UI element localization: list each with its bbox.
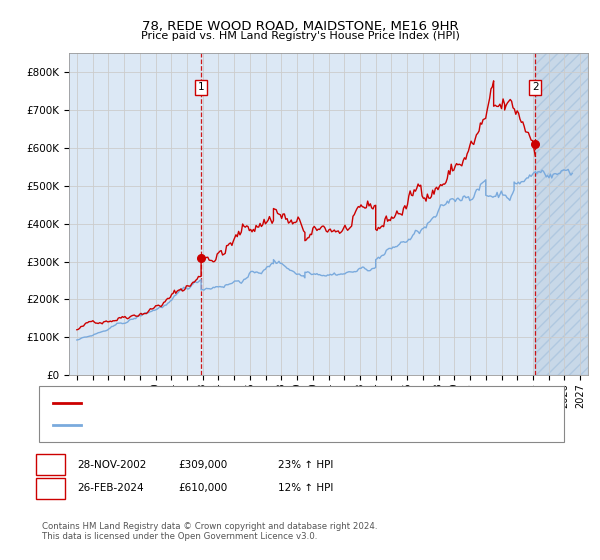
Text: 78, REDE WOOD ROAD, MAIDSTONE, ME16 9HR (detached house): 78, REDE WOOD ROAD, MAIDSTONE, ME16 9HR …	[88, 398, 418, 408]
Bar	[535, 53, 588, 375]
Text: 1: 1	[47, 460, 54, 470]
Text: 28-NOV-2002: 28-NOV-2002	[77, 460, 146, 470]
Text: 2: 2	[47, 483, 54, 493]
Bar	[535, 53, 588, 375]
Text: £610,000: £610,000	[179, 483, 228, 493]
Text: 78, REDE WOOD ROAD, MAIDSTONE, ME16 9HR: 78, REDE WOOD ROAD, MAIDSTONE, ME16 9HR	[142, 20, 458, 32]
Text: Price paid vs. HM Land Registry's House Price Index (HPI): Price paid vs. HM Land Registry's House …	[140, 31, 460, 41]
Text: Contains HM Land Registry data © Crown copyright and database right 2024.
This d: Contains HM Land Registry data © Crown c…	[42, 522, 377, 542]
Text: 1: 1	[198, 82, 205, 92]
Text: £309,000: £309,000	[179, 460, 228, 470]
Text: HPI: Average price, detached house, Maidstone: HPI: Average price, detached house, Maid…	[88, 421, 324, 431]
Text: 26-FEB-2024: 26-FEB-2024	[77, 483, 143, 493]
Text: 23% ↑ HPI: 23% ↑ HPI	[278, 460, 333, 470]
Text: 2: 2	[532, 82, 539, 92]
Text: 12% ↑ HPI: 12% ↑ HPI	[278, 483, 333, 493]
